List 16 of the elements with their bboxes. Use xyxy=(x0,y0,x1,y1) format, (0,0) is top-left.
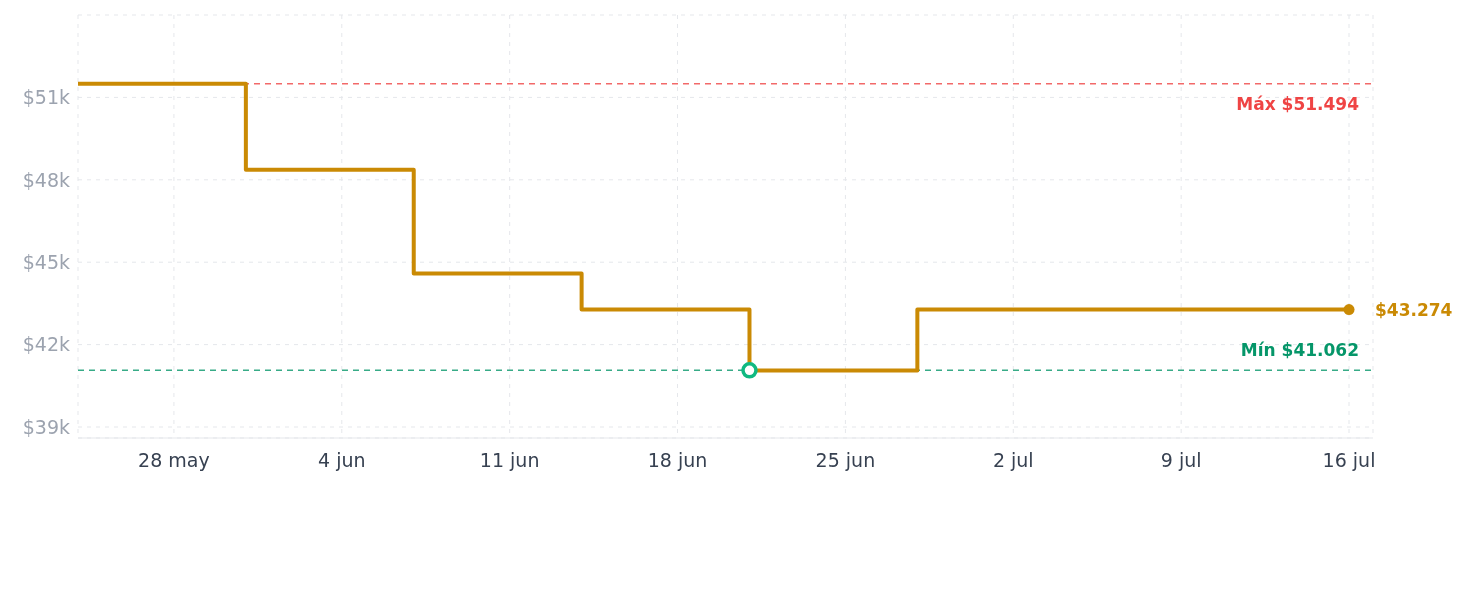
x-tick-label: 4 jun xyxy=(318,449,366,472)
x-tick-label: 28 may xyxy=(138,449,210,472)
y-tick-label: $45k xyxy=(22,250,70,273)
x-tick-label: 25 jun xyxy=(815,449,876,472)
ref-line-label: Máx $51.494 xyxy=(1236,93,1360,114)
y-tick-label: $39k xyxy=(22,415,70,438)
y-tick-label: $42k xyxy=(22,333,70,356)
ref-line-label: Mín $41.062 xyxy=(1240,340,1359,361)
x-tick-label: 9 jul xyxy=(1160,449,1202,472)
x-tick-label: 11 jun xyxy=(479,449,540,472)
y-tick-label: $51k xyxy=(22,86,70,109)
x-tick-label: 18 jun xyxy=(647,449,708,472)
x-tick-label: 2 jul xyxy=(992,449,1034,472)
y-tick-label: $48k xyxy=(22,168,70,191)
annotation: $43.274 xyxy=(1375,299,1453,320)
x-tick-label: 16 jul xyxy=(1322,449,1376,472)
